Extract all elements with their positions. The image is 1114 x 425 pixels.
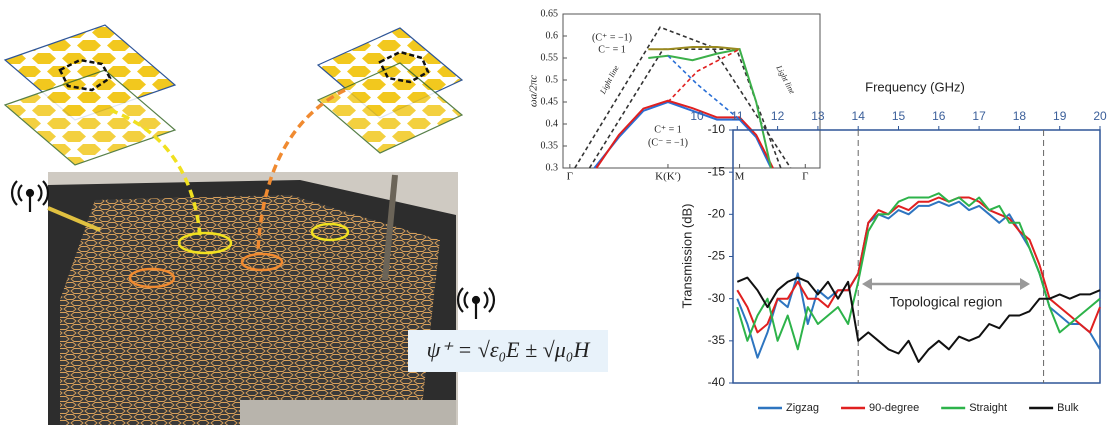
x-tick-label: 12 bbox=[771, 109, 785, 123]
annotation: Topological region bbox=[890, 294, 1003, 310]
x-tick-label: K(K′) bbox=[655, 171, 681, 183]
legend-label: Zigzag bbox=[786, 402, 819, 414]
x-tick-label: 13 bbox=[811, 109, 825, 123]
band-line bbox=[574, 26, 792, 169]
equation-box bbox=[408, 330, 608, 372]
band-line bbox=[595, 99, 774, 169]
legend-label: Bulk bbox=[1057, 402, 1079, 414]
rotation-arrow bbox=[240, 252, 284, 272]
x-tick-label: 14 bbox=[852, 109, 866, 123]
rotation-arrow bbox=[128, 267, 176, 289]
series-line bbox=[736, 196, 1101, 334]
x-tick-label: 11 bbox=[731, 109, 744, 123]
unit-cell bbox=[58, 58, 112, 92]
y-tick-label: 0.35 bbox=[541, 140, 559, 151]
band-line bbox=[667, 48, 740, 103]
annotation: (C⁺ = −1) bbox=[592, 32, 632, 43]
series-line bbox=[736, 276, 1101, 363]
unit-cell bbox=[378, 50, 430, 84]
band-line bbox=[648, 46, 740, 51]
x-tick-label: 17 bbox=[972, 109, 986, 123]
band-line bbox=[593, 100, 772, 169]
y-tick-label: 0.6 bbox=[546, 30, 559, 41]
y-tick-label: 0.3 bbox=[546, 162, 559, 173]
x-tick-label: 18 bbox=[1013, 109, 1027, 123]
x-tick-label: 19 bbox=[1053, 109, 1067, 123]
x-tick-label: 20 bbox=[1093, 109, 1107, 123]
y-tick-label: -25 bbox=[708, 249, 726, 263]
y-axis-label: Transmission (dB) bbox=[679, 204, 694, 309]
y-tick-label: 0.55 bbox=[541, 52, 559, 63]
ruler bbox=[240, 400, 456, 425]
x-tick-label: 16 bbox=[932, 109, 946, 123]
annotation: (C⁻ = −1) bbox=[648, 137, 688, 148]
layer bbox=[316, 62, 464, 154]
annotation: C⁻ = 1 bbox=[598, 44, 626, 55]
legend-label: 90-degree bbox=[869, 402, 919, 414]
photo: ψ⁺ = √ε₀E ± √μ₀H bbox=[47, 172, 608, 425]
equation: ψ⁺ = √ε₀E ± √μ₀H bbox=[427, 337, 591, 362]
y-tick-label: 0.5 bbox=[546, 74, 559, 85]
layers bbox=[3, 24, 464, 251]
band-line bbox=[667, 55, 741, 121]
probe bbox=[382, 174, 398, 281]
x-tick-label: Γ bbox=[567, 171, 573, 183]
legend-label: Straight bbox=[969, 402, 1007, 414]
pointer-arrow bbox=[109, 108, 202, 236]
y-tick-label: 0.65 bbox=[541, 8, 559, 19]
rotation-arrow bbox=[177, 231, 233, 255]
y-tick-label: 0.4 bbox=[546, 118, 559, 129]
x-tick-label: 15 bbox=[892, 109, 906, 123]
y-tick-label: -30 bbox=[708, 291, 726, 305]
y-tick-label: -15 bbox=[708, 164, 726, 178]
y-tick-label: -35 bbox=[708, 333, 726, 347]
layer bbox=[3, 69, 177, 166]
y-tick-label: -20 bbox=[708, 207, 726, 221]
annotation: C⁺ = 1 bbox=[654, 124, 682, 135]
x-tick-label: 10 bbox=[690, 109, 704, 123]
pointer-arrow bbox=[256, 88, 346, 251]
y-axis-label: ωa/2πc bbox=[528, 75, 540, 107]
probe bbox=[47, 206, 101, 232]
series-line bbox=[736, 192, 1101, 351]
y-tick-label: 0.45 bbox=[541, 96, 559, 107]
y-tick-label: -10 bbox=[708, 122, 726, 136]
x-tick-label: M bbox=[735, 171, 745, 183]
y-tick-label: -40 bbox=[708, 375, 726, 389]
hex-lattice bbox=[60, 195, 440, 425]
x-tick-label: Γ bbox=[802, 171, 808, 183]
antenna bbox=[10, 180, 496, 319]
rotation-arrow bbox=[310, 222, 350, 242]
x-axis-label: Frequency (GHz) bbox=[865, 79, 965, 94]
